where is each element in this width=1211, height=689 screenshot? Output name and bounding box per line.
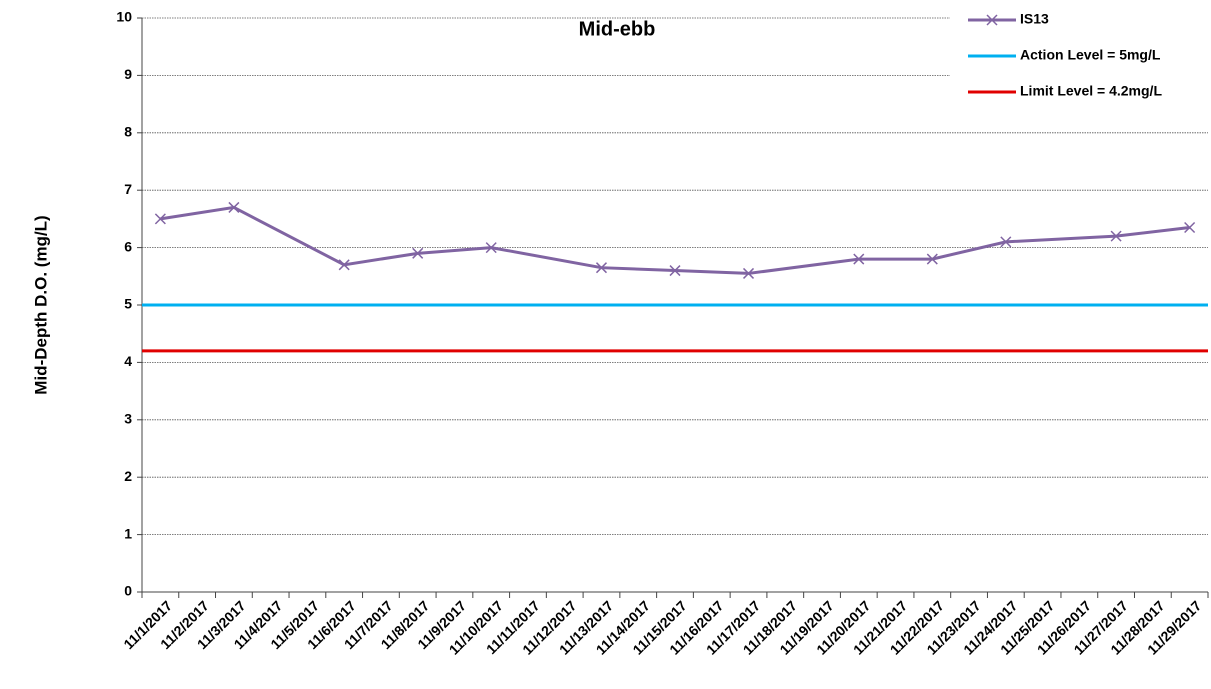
- point-marker: [926, 253, 938, 265]
- y-tick-label: 5: [124, 296, 132, 312]
- y-tick-label: 8: [124, 124, 132, 140]
- point-marker: [595, 262, 608, 274]
- y-tick-label: 3: [124, 411, 132, 427]
- point-marker: [669, 265, 681, 277]
- y-tick-label: 7: [124, 181, 132, 197]
- y-axis-label: Mid-Depth D.O. (mg/L): [31, 215, 50, 394]
- y-tick-label: 10: [116, 9, 132, 25]
- point-marker: [338, 259, 350, 271]
- point-marker: [154, 213, 166, 225]
- y-tick-label: 1: [124, 525, 132, 541]
- point-marker: [228, 201, 240, 213]
- legend-label: Action Level = 5mg/L: [1020, 47, 1161, 63]
- point-marker: [1110, 230, 1122, 242]
- point-marker: [485, 242, 497, 254]
- point-marker: [1184, 221, 1196, 234]
- y-tick-label: 0: [124, 583, 132, 599]
- point-marker: [853, 253, 865, 265]
- chart-title: Mid-ebb: [579, 18, 656, 40]
- point-marker: [1000, 236, 1012, 248]
- point-marker: [412, 247, 424, 259]
- legend-marker: [986, 14, 998, 26]
- point-marker: [742, 267, 755, 279]
- legend: IS13 Action Level = 5mg/L Limit Level = 4.…: [950, 2, 1208, 114]
- series-line: [160, 205, 1190, 275]
- y-tick-label: 6: [124, 238, 132, 254]
- y-tick-label: 4: [124, 353, 132, 369]
- legend-label: Limit Level = 4.2mg/L: [1020, 83, 1162, 99]
- y-tick-label: 2: [124, 468, 132, 484]
- y-tick-label: 9: [124, 66, 132, 82]
- legend-label: IS13: [1020, 11, 1049, 27]
